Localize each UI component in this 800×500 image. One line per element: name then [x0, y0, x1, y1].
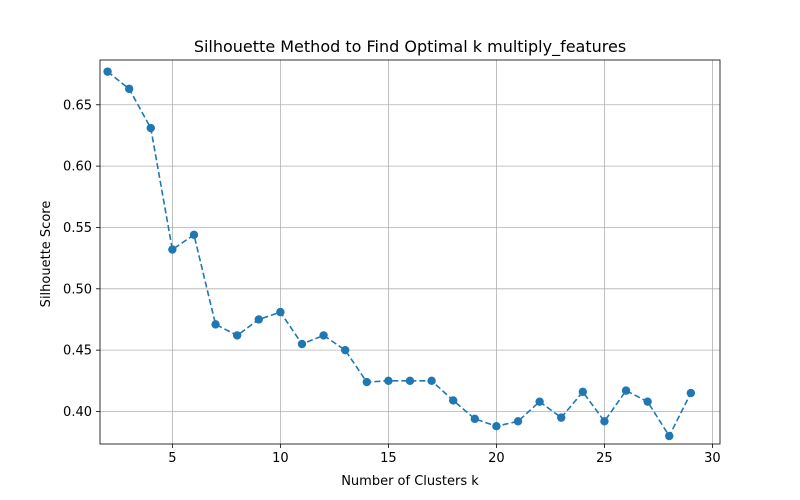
y-tick-label: 0.50 [63, 282, 92, 297]
chart-title: Silhouette Method to Find Optimal k mult… [194, 37, 626, 57]
x-tick-label: 25 [596, 451, 613, 466]
x-tick-label: 10 [272, 451, 289, 466]
data-point [492, 422, 501, 431]
data-point [621, 386, 631, 395]
data-point [384, 376, 393, 386]
data-point [232, 331, 242, 340]
series-line [103, 67, 696, 441]
grid [100, 60, 720, 444]
x-tick-label: 20 [488, 451, 505, 466]
data-point [578, 387, 588, 397]
axes-frame [99, 59, 721, 445]
data-point [362, 377, 371, 387]
data-point [449, 396, 458, 405]
y-tick-label: 0.60 [63, 160, 92, 175]
data-point [535, 397, 544, 406]
data-point [470, 414, 480, 424]
data-point [340, 345, 350, 355]
x-tick-label: 5 [168, 451, 176, 466]
data-point [297, 339, 307, 349]
data-point [513, 417, 523, 426]
data-point [168, 245, 177, 254]
data-point [665, 431, 674, 441]
x-axis-label: Number of Clusters k [341, 474, 479, 489]
data-point [103, 67, 112, 76]
y-tick-label: 0.45 [63, 344, 92, 359]
data-point [146, 123, 155, 133]
data-point [600, 417, 609, 426]
data-point [686, 388, 696, 398]
y-tick-label: 0.65 [63, 98, 92, 113]
y-tick-label: 0.40 [63, 405, 92, 420]
data-point [276, 307, 285, 317]
y-tick-label: 0.55 [63, 221, 92, 236]
x-tick-label: 30 [704, 451, 721, 466]
data-point [211, 320, 220, 329]
data-point [124, 84, 134, 94]
ticks: 5 10 15 20 25 30 0.40 0.45 0.50 0.55 0.60 0.65 [63, 98, 721, 466]
data-point [405, 376, 415, 386]
data-point [254, 315, 263, 324]
x-tick-label: 15 [380, 451, 397, 466]
data-point [427, 376, 436, 386]
plot-frame [99, 59, 721, 445]
y-axis-label: Silhouette Score [39, 201, 54, 308]
data-point [189, 230, 199, 240]
data-point [643, 397, 652, 406]
data-point [557, 413, 566, 422]
data-point [319, 331, 328, 340]
